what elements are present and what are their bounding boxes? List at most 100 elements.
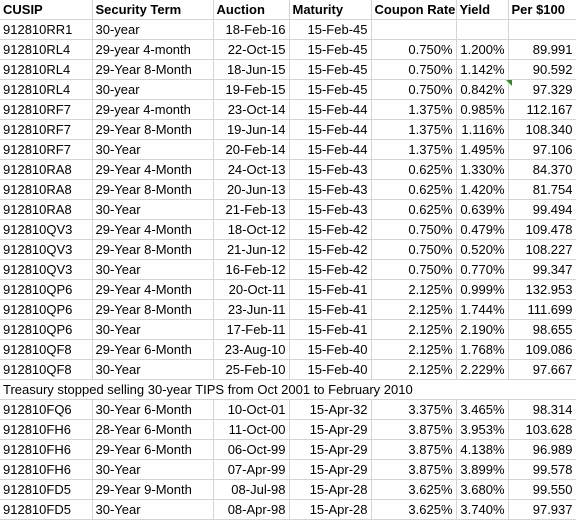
cell-auction[interactable]: 23-Aug-10 xyxy=(213,339,290,361)
cell-coupon-rate[interactable]: 2.125% xyxy=(371,319,457,341)
cell-auction[interactable]: 21-Jun-12 xyxy=(213,239,290,261)
header-maturity[interactable]: Maturity xyxy=(289,0,372,21)
cell-coupon-rate[interactable]: 0.750% xyxy=(371,39,457,61)
cell-per-100[interactable]: 99.347 xyxy=(508,259,576,281)
cell-yield[interactable]: 3.740% xyxy=(456,499,509,521)
cell-coupon-rate[interactable]: 0.750% xyxy=(371,239,457,261)
cell-cusip[interactable]: 912810FH6 xyxy=(0,439,93,461)
cell-per-100[interactable]: 103.628 xyxy=(508,419,576,441)
header-coupon-rate[interactable]: Coupon Rate xyxy=(371,0,457,21)
cell-auction[interactable]: 17-Feb-11 xyxy=(213,319,290,341)
cell-maturity[interactable]: 15-Feb-44 xyxy=(289,139,372,161)
note-cell[interactable]: Treasury stopped selling 30-year TIPS fr… xyxy=(0,379,413,401)
cell-maturity[interactable]: 15-Feb-44 xyxy=(289,119,372,141)
cell-cusip[interactable]: 912810QV3 xyxy=(0,239,93,261)
cell-maturity[interactable]: 15-Apr-32 xyxy=(289,399,372,421)
empty-cell[interactable] xyxy=(371,379,456,401)
cell-coupon-rate[interactable]: 0.625% xyxy=(371,179,457,201)
cell-yield[interactable]: 1.495% xyxy=(456,139,509,161)
cell-coupon-rate[interactable]: 2.125% xyxy=(371,299,457,321)
header-per-100[interactable]: Per $100 xyxy=(508,0,576,21)
cell-yield[interactable]: 4.138% xyxy=(456,439,509,461)
cell-security-term[interactable]: 29-Year 8-Month xyxy=(92,119,214,141)
cell-cusip[interactable]: 912810RF7 xyxy=(0,99,93,121)
cell-security-term[interactable]: 29-Year 9-Month xyxy=(92,479,214,501)
cell-security-term[interactable]: 29-Year 8-Month xyxy=(92,239,214,261)
cell-cusip[interactable]: 912810RA8 xyxy=(0,159,93,181)
cell-security-term[interactable]: 30-Year xyxy=(92,319,214,341)
cell-maturity[interactable]: 15-Apr-29 xyxy=(289,419,372,441)
header-auction[interactable]: Auction xyxy=(213,0,290,21)
cell-yield[interactable]: 0.520% xyxy=(456,239,509,261)
cell-yield[interactable]: 3.953% xyxy=(456,419,509,441)
cell-coupon-rate[interactable]: 3.875% xyxy=(371,459,457,481)
cell-yield[interactable]: 0.999% xyxy=(456,279,509,301)
cell-maturity[interactable]: 15-Apr-29 xyxy=(289,459,372,481)
cell-coupon-rate[interactable]: 0.625% xyxy=(371,199,457,221)
header-security-term[interactable]: Security Term xyxy=(92,0,214,21)
cell-maturity[interactable]: 15-Apr-28 xyxy=(289,499,372,521)
cell-auction[interactable]: 19-Feb-15 xyxy=(213,79,290,101)
cell-security-term[interactable]: 29-Year 6-Month xyxy=(92,439,214,461)
cell-yield[interactable]: 2.229% xyxy=(456,359,509,381)
cell-cusip[interactable]: 912810RA8 xyxy=(0,199,93,221)
cell-coupon-rate[interactable]: 1.375% xyxy=(371,139,457,161)
cell-maturity[interactable]: 15-Feb-41 xyxy=(289,319,372,341)
cell-cusip[interactable]: 912810RL4 xyxy=(0,39,93,61)
cell-per-100[interactable]: 90.592 xyxy=(508,59,576,81)
cell-cusip[interactable]: 912810QP6 xyxy=(0,279,93,301)
cell-yield[interactable]: 1.744% xyxy=(456,299,509,321)
cell-auction[interactable]: 07-Apr-99 xyxy=(213,459,290,481)
cell-yield[interactable]: 2.190% xyxy=(456,319,509,341)
cell-auction[interactable]: 06-Oct-99 xyxy=(213,439,290,461)
cell-auction[interactable]: 24-Oct-13 xyxy=(213,159,290,181)
cell-cusip[interactable]: 912810FH6 xyxy=(0,459,93,481)
cell-maturity[interactable]: 15-Feb-42 xyxy=(289,239,372,261)
cell-coupon-rate[interactable]: 3.875% xyxy=(371,439,457,461)
cell-auction[interactable]: 18-Oct-12 xyxy=(213,219,290,241)
cell-security-term[interactable]: 29-Year 4-Month xyxy=(92,159,214,181)
cell-maturity[interactable]: 15-Feb-40 xyxy=(289,339,372,361)
cell-coupon-rate[interactable]: 0.750% xyxy=(371,219,457,241)
comment-indicator-icon[interactable] xyxy=(506,80,512,86)
cell-coupon-rate[interactable]: 3.625% xyxy=(371,479,457,501)
cell-per-100[interactable]: 108.340 xyxy=(508,119,576,141)
cell-maturity[interactable]: 15-Apr-29 xyxy=(289,439,372,461)
cell-auction[interactable]: 11-Oct-00 xyxy=(213,419,290,441)
cell-per-100[interactable]: 89.991 xyxy=(508,39,576,61)
cell-cusip[interactable]: 912810RL4 xyxy=(0,79,93,101)
cell-cusip[interactable]: 912810FD5 xyxy=(0,479,93,501)
cell-per-100[interactable]: 97.667 xyxy=(508,359,576,381)
empty-cell[interactable] xyxy=(456,379,508,401)
cell-maturity[interactable]: 15-Feb-40 xyxy=(289,359,372,381)
cell-per-100[interactable]: 97.106 xyxy=(508,139,576,161)
cell-yield[interactable]: 0.985% xyxy=(456,99,509,121)
cell-auction[interactable]: 25-Feb-10 xyxy=(213,359,290,381)
cell-per-100[interactable]: 112.167 xyxy=(508,99,576,121)
cell-cusip[interactable]: 912810QP6 xyxy=(0,299,93,321)
cell-cusip[interactable]: 912810FQ6 xyxy=(0,399,93,421)
cell-cusip[interactable]: 912810FD5 xyxy=(0,499,93,521)
cell-auction[interactable]: 20-Feb-14 xyxy=(213,139,290,161)
empty-cell[interactable] xyxy=(213,379,289,401)
cell-coupon-rate[interactable]: 0.750% xyxy=(371,59,457,81)
cell-yield[interactable]: 1.420% xyxy=(456,179,509,201)
cell-maturity[interactable]: 15-Feb-45 xyxy=(289,59,372,81)
cell-per-100[interactable]: 109.086 xyxy=(508,339,576,361)
header-yield[interactable]: Yield xyxy=(456,0,509,21)
cell-per-100[interactable]: 98.314 xyxy=(508,399,576,421)
cell-maturity[interactable]: 15-Feb-41 xyxy=(289,299,372,321)
cell-maturity[interactable]: 15-Feb-43 xyxy=(289,159,372,181)
cell-per-100[interactable]: 97.329 xyxy=(508,79,576,101)
cell-security-term[interactable]: 30-Year xyxy=(92,359,214,381)
cell-cusip[interactable]: 912810QV3 xyxy=(0,219,93,241)
cell-coupon-rate[interactable]: 3.375% xyxy=(371,399,457,421)
cell-per-100[interactable]: 109.478 xyxy=(508,219,576,241)
cell-per-100[interactable]: 99.550 xyxy=(508,479,576,501)
cell-auction[interactable]: 23-Jun-11 xyxy=(213,299,290,321)
cell-coupon-rate[interactable]: 1.375% xyxy=(371,119,457,141)
cell-security-term[interactable]: 30-Year xyxy=(92,459,214,481)
cell-maturity[interactable]: 15-Feb-41 xyxy=(289,279,372,301)
cell-yield[interactable]: 1.330% xyxy=(456,159,509,181)
cell-auction[interactable]: 08-Apr-98 xyxy=(213,499,290,521)
